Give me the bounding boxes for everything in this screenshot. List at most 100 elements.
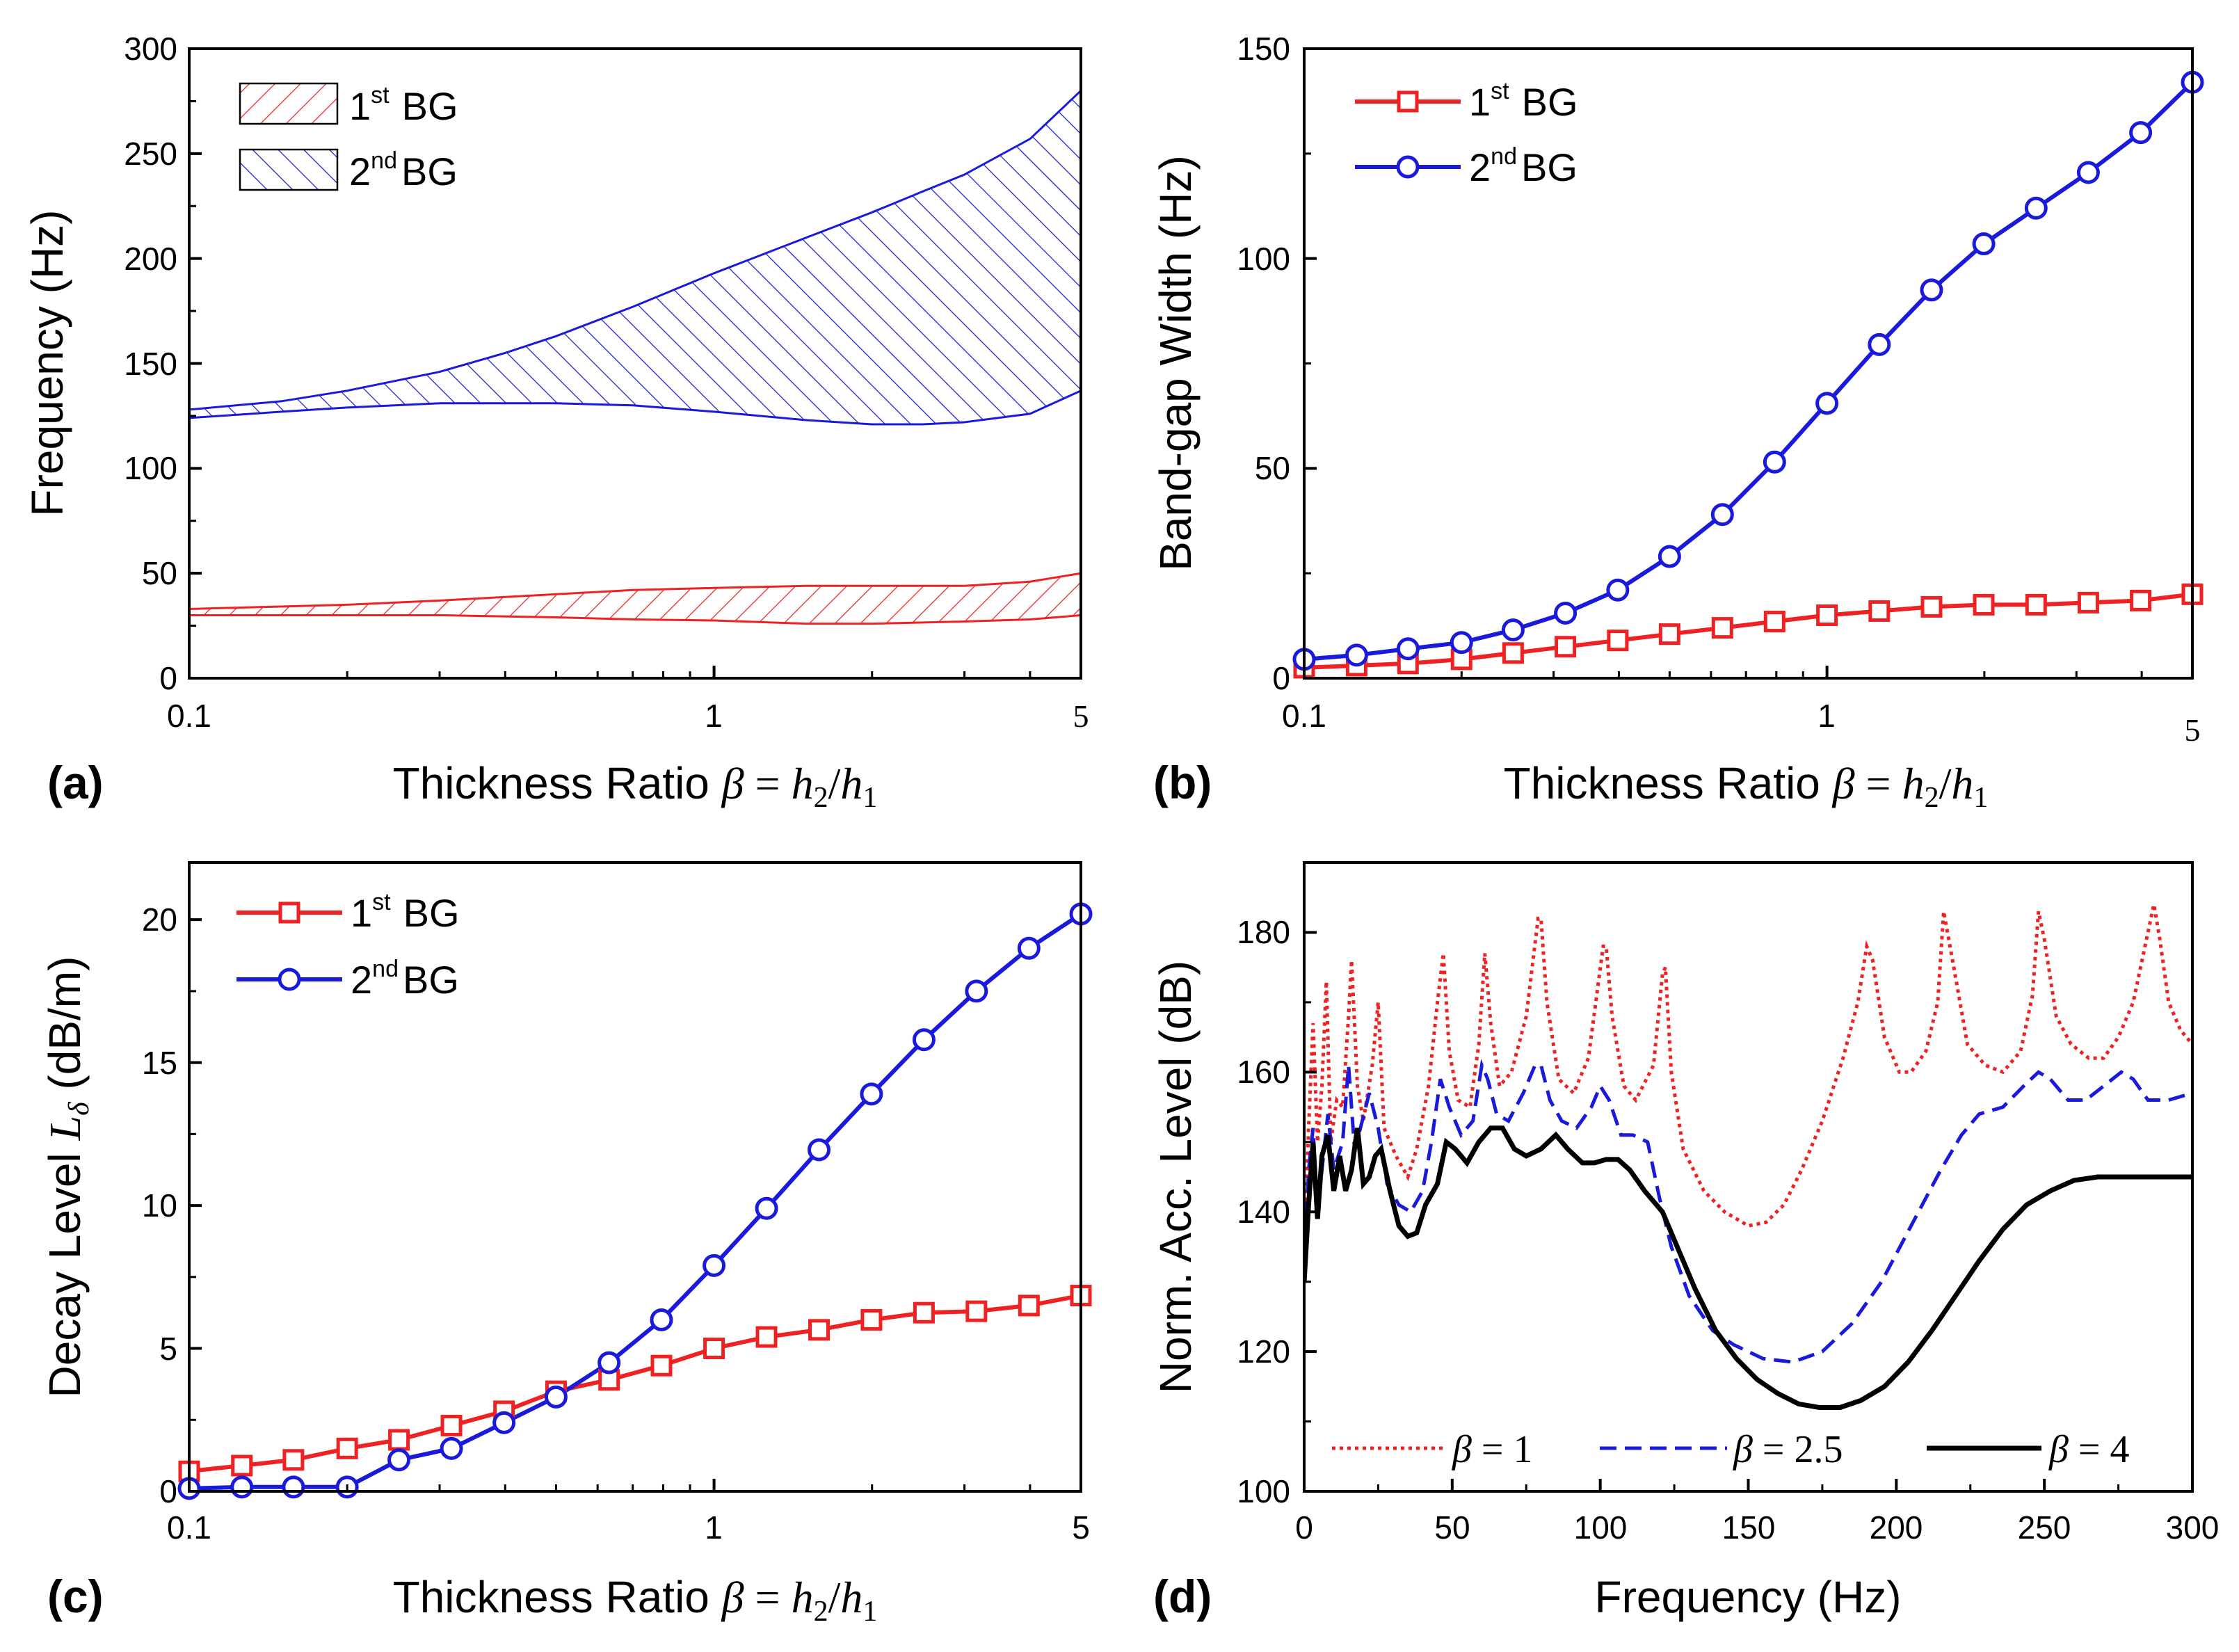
panel-label-c: (c)	[47, 1571, 104, 1622]
data-point-circle	[440, 1436, 463, 1460]
y-tick-label: 100	[1237, 241, 1290, 277]
y-tick-label: 0	[159, 660, 177, 696]
x-tick-label: 0	[1295, 1509, 1313, 1546]
data-point-circle	[1658, 545, 1681, 568]
y-tick-label: 0	[159, 1473, 177, 1509]
x-tick-label: 0.1	[167, 1509, 211, 1546]
data-point-square	[231, 1454, 253, 1477]
plot-area-d	[1304, 904, 2192, 1410]
data-point-circle	[1345, 643, 1368, 667]
markers-c	[177, 902, 1093, 1500]
x-axis-label: Thickness Ratio β = h2/h1	[1504, 758, 1989, 814]
y-axis-label: Band-gap Width (Hz)	[1150, 155, 1201, 571]
data-point-circle	[2024, 196, 2048, 220]
panel-label-a: (a)	[47, 757, 104, 808]
data-point-circle	[1815, 392, 1839, 415]
panel-a: 0 50 100 150 200 250 300 0.1 1 5 Thickne…	[22, 31, 1089, 814]
y-tick-label: 180	[1237, 914, 1290, 950]
data-point-square	[650, 1354, 673, 1377]
ticks-c	[188, 918, 1082, 1493]
plot-area-b	[1304, 81, 2192, 670]
y-tick-label: 5	[159, 1331, 177, 1367]
x-axis-label: Thickness Ratio β = h2/h1	[393, 758, 878, 814]
legend-c: 1st BG 2nd BG	[236, 889, 460, 1002]
data-point-square	[282, 1449, 305, 1471]
y-axis-label: Frequency (Hz)	[22, 210, 72, 517]
panel-d: 100 120 140 160 180 0 50 100 150 200 250…	[1150, 861, 2219, 1622]
line-1st-bg	[189, 1293, 1081, 1474]
y-tick-label: 50	[142, 555, 177, 591]
y-tick-label: 50	[1255, 450, 1290, 486]
line-1st-bg	[1304, 592, 2192, 670]
data-point-circle	[1920, 278, 1943, 302]
data-point-circle	[597, 1351, 621, 1374]
y-axis-label: Decay Level Lδ (dB/m)	[40, 956, 95, 1398]
y-tick-label: 140	[1237, 1194, 1290, 1230]
x-tick-label: 1	[705, 698, 723, 734]
y-tick-label: 120	[1237, 1333, 1290, 1370]
data-point-square	[913, 1301, 935, 1324]
legend-label-2nd-bg: 2nd BG	[351, 956, 459, 1002]
legend-label-beta-1: β = 1	[1452, 1428, 1532, 1471]
data-point-square	[336, 1437, 358, 1459]
line-beta-2-5	[1304, 1059, 2192, 1364]
line-beta-1	[1304, 904, 2192, 1247]
data-point-circle	[860, 1082, 883, 1106]
x-tick-label: 5	[2185, 712, 2201, 748]
y-tick-label: 0	[1272, 660, 1290, 696]
legend-marker-circle	[278, 968, 301, 991]
legend-marker-circle	[1396, 155, 1420, 179]
legend-a: 1st BG 2nd BG	[239, 82, 458, 193]
data-point-circle	[282, 1475, 305, 1499]
data-point-circle	[912, 1028, 936, 1052]
data-point-square	[1920, 595, 1943, 618]
legend-swatch-1st-bg	[239, 82, 339, 125]
data-point-circle	[1972, 232, 1996, 256]
data-point-square	[2130, 589, 2152, 611]
ticks-b	[1303, 47, 2194, 680]
legend-marker-square	[278, 901, 300, 924]
data-point-square	[755, 1326, 778, 1348]
data-point-square	[1018, 1294, 1040, 1317]
line-2nd-bg	[189, 912, 1081, 1491]
data-point-circle	[650, 1308, 673, 1331]
data-point-square	[2077, 591, 2099, 614]
data-point-circle	[755, 1196, 778, 1220]
legend-label-beta-2-5: β = 2.5	[1733, 1428, 1843, 1471]
panel-label-d: (d)	[1153, 1571, 1212, 1622]
ticks-a	[188, 47, 1082, 680]
x-tick-label: 150	[1722, 1509, 1776, 1546]
x-tick-label: 100	[1574, 1509, 1628, 1546]
data-point-circle	[965, 979, 988, 1003]
data-point-circle	[2076, 161, 2100, 184]
axes-frame-b	[1303, 47, 2194, 680]
ticks-d	[1303, 931, 2194, 1493]
data-point-circle	[1868, 332, 1891, 356]
data-point-square	[388, 1429, 410, 1451]
x-tick-label: 1	[1817, 698, 1836, 734]
area-1st-bg	[189, 572, 1081, 625]
legend-label-1st-bg: 1st BG	[351, 889, 460, 935]
line-beta-4	[1304, 1125, 2192, 1410]
axes-frame-c	[188, 861, 1082, 1493]
legend-label-2nd-bg: 2nd BG	[1469, 143, 1578, 189]
y-tick-label: 160	[1237, 1054, 1290, 1090]
y-tick-label: 20	[142, 901, 177, 938]
data-point-circle	[1554, 601, 1578, 625]
data-point-square	[2025, 593, 2047, 616]
x-tick-label: 200	[1870, 1509, 1923, 1546]
data-point-circle	[1017, 936, 1041, 960]
x-axis-label: Frequency (Hz)	[1595, 1572, 1902, 1622]
data-point-circle	[1501, 618, 1525, 642]
data-point-circle	[808, 1138, 831, 1162]
data-point-square	[1607, 629, 1629, 652]
data-point-square	[1658, 623, 1680, 645]
x-tick-label: 250	[2018, 1509, 2071, 1546]
legend-marker-square	[1397, 90, 1419, 113]
y-axis-label: Norm. Acc. Level (dB)	[1150, 961, 1201, 1393]
data-point-square	[1763, 611, 1785, 633]
x-tick-label: 5	[1072, 1509, 1090, 1546]
x-tick-label: 50	[1434, 1509, 1470, 1546]
y-tick-label: 200	[124, 241, 177, 277]
